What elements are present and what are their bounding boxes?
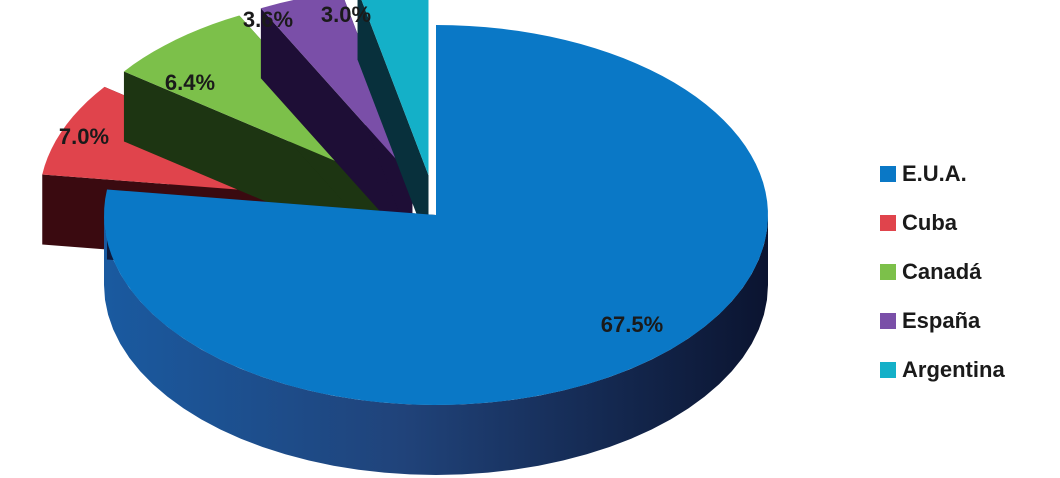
slice-top-face [104, 25, 768, 405]
legend-label: E.U.A. [902, 161, 967, 186]
chart-legend: E.U.A. Cuba Canadá España Argentina [880, 152, 1005, 397]
legend-label: España [902, 308, 981, 333]
legend-label: Canadá [902, 259, 982, 284]
slice-edge-wall [260, 8, 413, 248]
data-label: 3.0% [321, 2, 371, 27]
slice-top-face [361, 0, 429, 176]
legend-swatch [880, 362, 896, 378]
legend-item-argentina: Argentina [880, 348, 1005, 392]
legend-item-eua: E.U.A. [880, 152, 1005, 196]
slice-top-face [260, 0, 413, 178]
data-label: 67.5% [601, 312, 663, 337]
legend-swatch [880, 166, 896, 182]
legend-swatch [880, 264, 896, 280]
pie-chart: 67.5% 7.0% 6.4% 3.6% 3.0% [42, 0, 768, 475]
legend-item-canada: Canadá [880, 250, 1005, 294]
slice-edge-wall [357, 0, 429, 246]
legend-item-espana: España [880, 299, 1005, 343]
data-label: 7.0% [59, 124, 109, 149]
pie-slice-0 [104, 25, 768, 475]
slice-side-wall [104, 215, 768, 475]
legend-swatch [880, 215, 896, 231]
data-label: 3.6% [243, 7, 293, 32]
legend-swatch [880, 313, 896, 329]
data-label: 6.4% [165, 70, 215, 95]
legend-label: Cuba [902, 210, 957, 235]
pie-slice-4 [357, 0, 429, 246]
legend-item-cuba: Cuba [880, 201, 1005, 245]
legend-label: Argentina [902, 357, 1005, 382]
